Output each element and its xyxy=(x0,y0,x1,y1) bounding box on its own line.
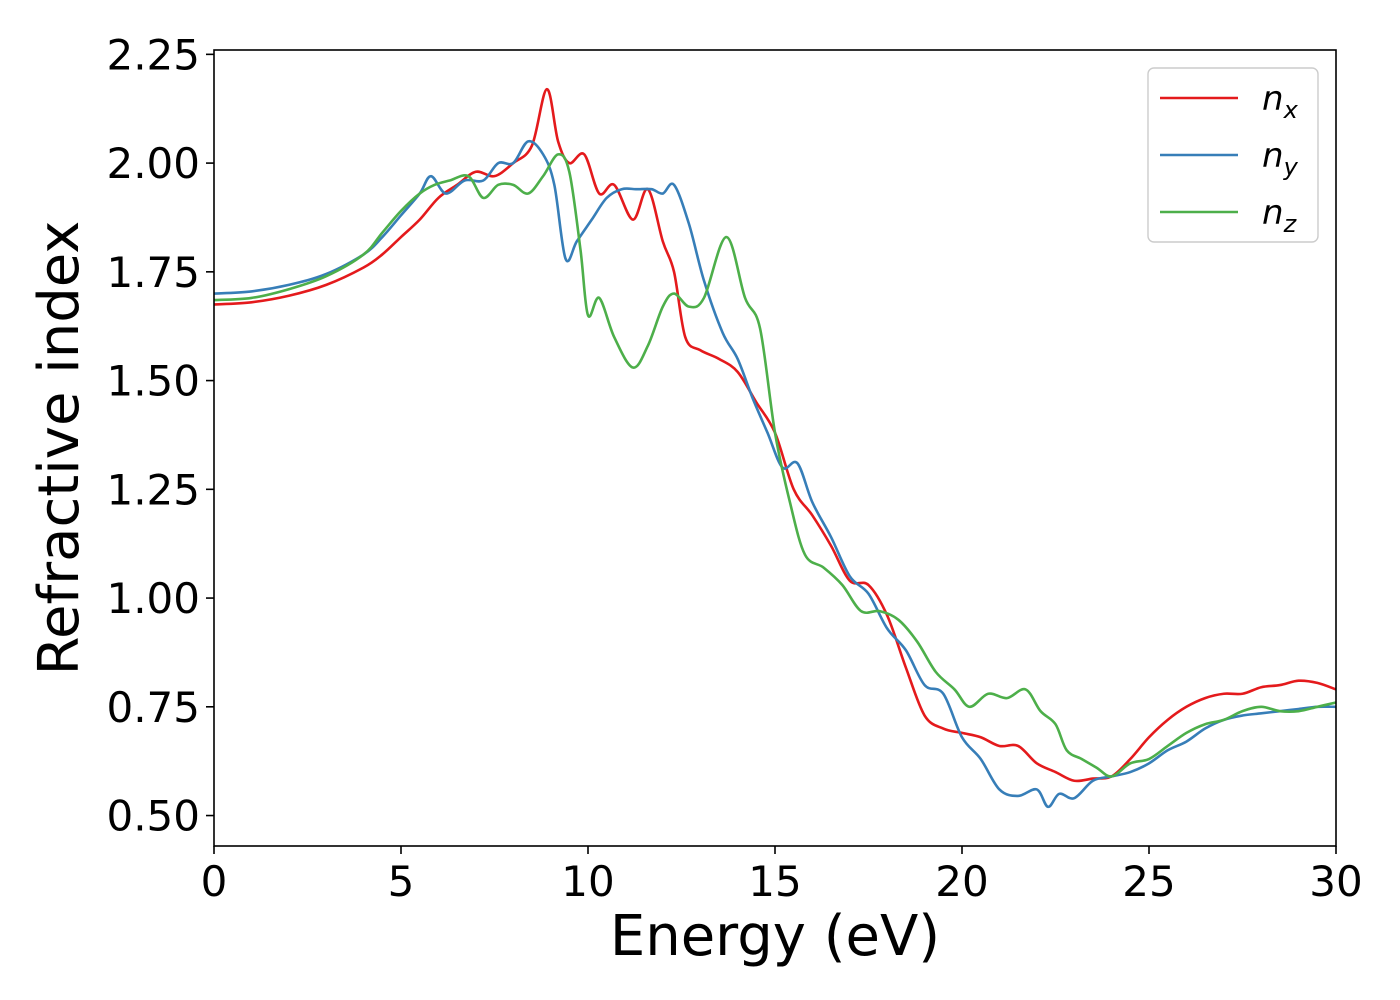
y-tick-label: 1.00 xyxy=(106,574,200,623)
x-axis-title: Energy (eV) xyxy=(610,904,940,969)
series-line-x xyxy=(213,87,1337,783)
y-tick-label: 2.25 xyxy=(106,30,200,79)
y-tick-label: 1.75 xyxy=(106,248,200,297)
series-layer xyxy=(213,87,1337,809)
y-tick-label: 1.25 xyxy=(106,465,200,514)
series-line-z xyxy=(213,152,1337,778)
y-tick-label: 1.50 xyxy=(106,357,200,406)
y-tick-label: 0.75 xyxy=(106,683,200,732)
x-tick-label: 15 xyxy=(748,857,801,906)
y-tick-label: 0.50 xyxy=(106,792,200,841)
x-tick-label: 5 xyxy=(388,857,415,906)
x-tick-label: 30 xyxy=(1309,857,1362,906)
x-tick-label: 25 xyxy=(1122,857,1175,906)
y-axis-title: Refractive index xyxy=(27,221,92,676)
x-axis: 0 5 10 15 20 25 30 xyxy=(201,846,1363,906)
series-line-y xyxy=(213,139,1337,809)
x-tick-label: 0 xyxy=(201,857,228,906)
x-tick-label: 20 xyxy=(935,857,988,906)
y-axis: 0.50 0.75 1.00 1.25 1.50 1.75 2.00 2.25 xyxy=(106,30,214,841)
y-tick-label: 2.00 xyxy=(106,139,200,188)
x-tick-label: 10 xyxy=(561,857,614,906)
